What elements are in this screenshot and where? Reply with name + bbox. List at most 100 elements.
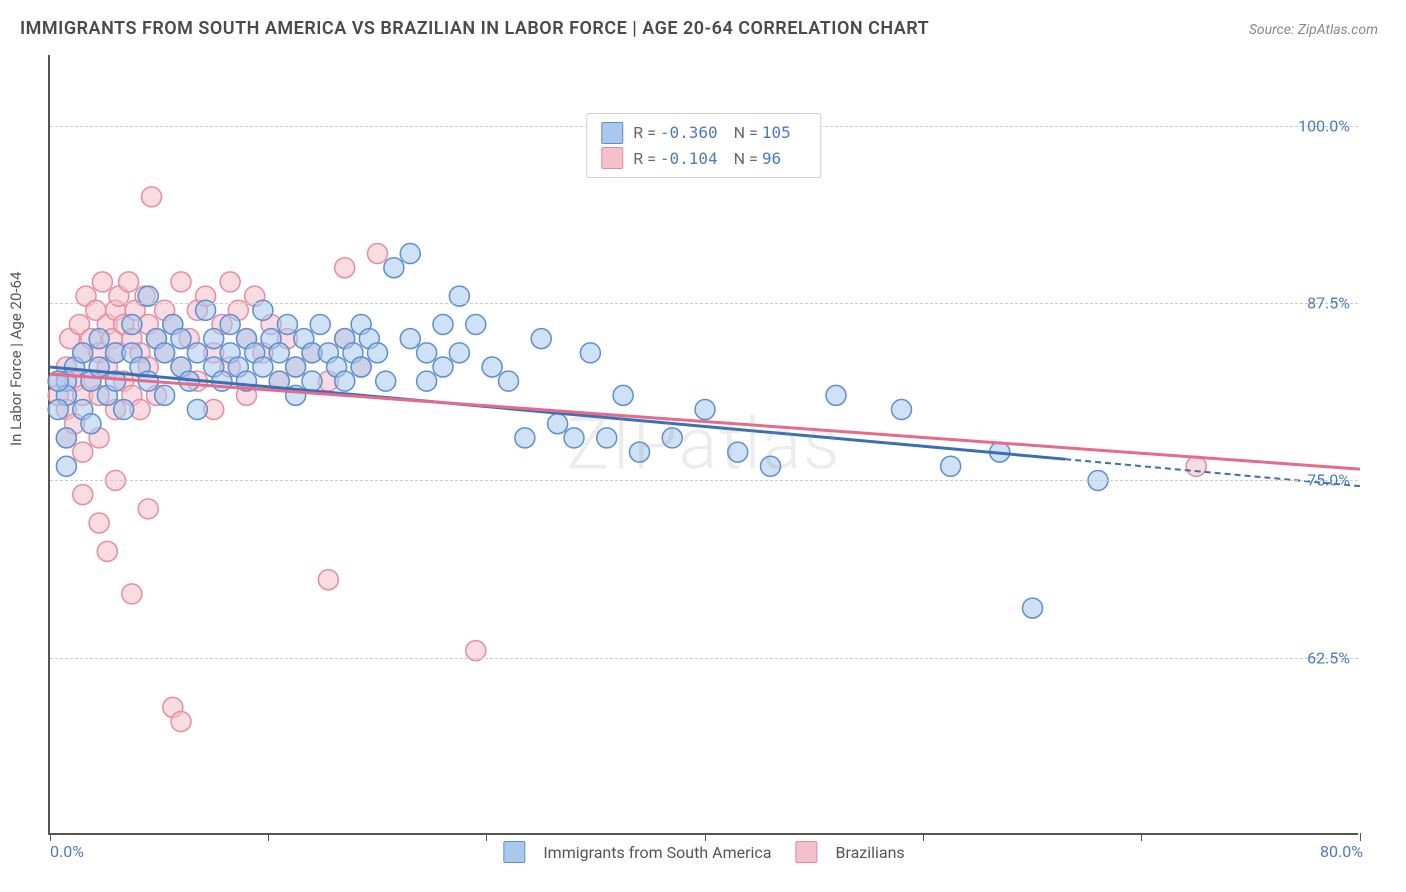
- scatter-point: [548, 414, 568, 434]
- series-legend: Immigrants from South America Brazilians: [503, 841, 904, 863]
- scatter-point: [368, 244, 388, 264]
- scatter-point: [73, 442, 93, 462]
- scatter-point: [187, 400, 207, 420]
- scatter-point: [269, 343, 289, 363]
- legend-item-0: Immigrants from South America: [503, 841, 771, 863]
- scatter-point: [417, 343, 437, 363]
- scatter-point: [114, 400, 134, 420]
- scatter-point: [761, 456, 781, 476]
- gridline: [50, 303, 1358, 304]
- scatter-point: [155, 385, 175, 405]
- y-axis-label: In Labor Force | Age 20-64: [7, 272, 25, 446]
- scatter-point: [56, 456, 76, 476]
- r-value-1: -0.104: [660, 146, 718, 172]
- scatter-point: [302, 371, 322, 391]
- scatter-point: [384, 258, 404, 278]
- scatter-point: [613, 385, 633, 405]
- scatter-point: [662, 428, 682, 448]
- r-label: R =: [633, 146, 656, 172]
- scatter-point: [335, 258, 355, 278]
- scatter-point: [92, 272, 112, 292]
- scatter-point: [171, 712, 191, 732]
- scatter-point: [335, 371, 355, 391]
- xtick-mark: [268, 833, 269, 841]
- n-label: N =: [734, 120, 758, 146]
- n-label: N =: [734, 146, 758, 172]
- scatter-point: [376, 371, 396, 391]
- ytick-label: 100.0%: [1298, 116, 1350, 135]
- scatter-point: [433, 314, 453, 334]
- xtick-mark: [486, 833, 487, 841]
- scatter-point: [220, 272, 240, 292]
- scatter-point: [597, 428, 617, 448]
- scatter-point: [138, 499, 158, 519]
- source-attribution: Source: ZipAtlas.com: [1249, 22, 1378, 38]
- scatter-point: [73, 485, 93, 505]
- scatter-point: [417, 371, 437, 391]
- scatter-point: [253, 357, 273, 377]
- n-value-1: 96: [762, 146, 781, 172]
- legend-swatch-1: [601, 147, 623, 169]
- scatter-point: [56, 428, 76, 448]
- scatter-point: [630, 442, 650, 462]
- trend-line: [50, 374, 1360, 469]
- legend-row-series-1: R = -0.104 N = 96: [601, 146, 806, 172]
- legend-swatch-0: [601, 122, 623, 144]
- scatter-point: [155, 343, 175, 363]
- ytick-label: 87.5%: [1307, 294, 1350, 313]
- scatter-point: [400, 244, 420, 264]
- scatter-point: [728, 442, 748, 462]
- scatter-point: [695, 400, 715, 420]
- scatter-point: [351, 357, 371, 377]
- scatter-point: [1186, 456, 1206, 476]
- xtick-mark: [1141, 833, 1142, 841]
- scatter-point: [515, 428, 535, 448]
- xtick-mark: [923, 833, 924, 841]
- scatter-point: [368, 343, 388, 363]
- legend-item-1: Brazilians: [795, 841, 904, 863]
- legend-swatch-bottom-1: [795, 841, 817, 863]
- scatter-point: [89, 329, 109, 349]
- scatter-point: [171, 329, 191, 349]
- scatter-point: [89, 357, 109, 377]
- scatter-point: [122, 314, 142, 334]
- legend-label-1: Brazilians: [835, 843, 904, 862]
- scatter-point: [400, 329, 420, 349]
- scatter-point: [89, 513, 109, 533]
- scatter-point: [531, 329, 551, 349]
- scatter-point: [892, 400, 912, 420]
- scatter-point: [97, 541, 117, 561]
- correlation-legend: R = -0.360 N = 105 R = -0.104 N = 96: [586, 113, 821, 178]
- scatter-point: [941, 456, 961, 476]
- scatter-point: [122, 584, 142, 604]
- scatter-point: [499, 371, 519, 391]
- scatter-point: [187, 343, 207, 363]
- scatter-point: [81, 414, 101, 434]
- scatter-point: [449, 343, 469, 363]
- scatter-point: [48, 400, 68, 420]
- scatter-point: [482, 357, 502, 377]
- scatter-point: [564, 428, 584, 448]
- xtick-mark: [50, 833, 51, 841]
- ytick-label: 62.5%: [1307, 648, 1350, 667]
- scatter-point: [204, 329, 224, 349]
- xtick-mark: [705, 833, 706, 841]
- n-value-0: 105: [762, 120, 791, 146]
- xtick-label: 0.0%: [50, 842, 84, 861]
- legend-label-0: Immigrants from South America: [543, 843, 771, 862]
- scatter-point: [826, 385, 846, 405]
- xtick-label: 80.0%: [1320, 842, 1363, 861]
- ytick-label: 75.0%: [1307, 471, 1350, 490]
- scatter-point: [318, 570, 338, 590]
- scatter-point: [580, 343, 600, 363]
- legend-swatch-bottom-0: [503, 841, 525, 863]
- scatter-point: [433, 357, 453, 377]
- scatter-point: [220, 314, 240, 334]
- scatter-point: [142, 187, 162, 207]
- scatter-point: [73, 343, 93, 363]
- gridline: [50, 658, 1358, 659]
- chart-title: IMMIGRANTS FROM SOUTH AMERICA VS BRAZILI…: [20, 18, 929, 39]
- r-label: R =: [633, 120, 656, 146]
- scatter-point: [1023, 598, 1043, 618]
- scatter-point: [119, 272, 139, 292]
